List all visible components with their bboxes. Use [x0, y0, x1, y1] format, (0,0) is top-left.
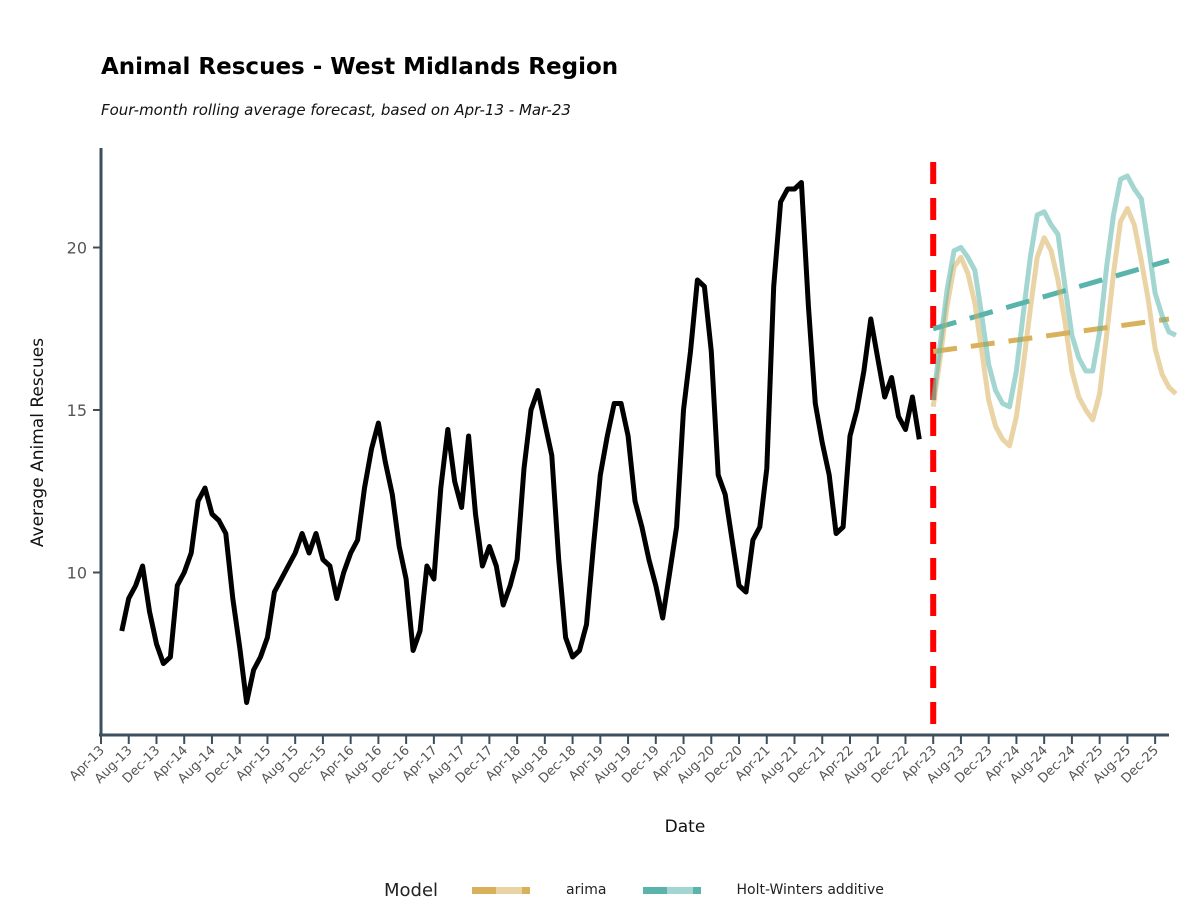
- legend-title: Model: [384, 879, 439, 901]
- series-arima-seasonal-line: [930, 206, 1178, 449]
- legend-key-arima-dash-1: [472, 886, 497, 894]
- y-tick-label-20: 20: [67, 239, 87, 258]
- legend-entry-holt-winters: Holt-Winters additive: [642, 882, 884, 898]
- legend-entry-arima: arima: [472, 882, 607, 898]
- plot-area: 101520Apr-13Aug-13Dec-13Apr-14Aug-14Dec-…: [28, 148, 1178, 837]
- legend-label-holt-winters: Holt-Winters additive: [736, 882, 884, 898]
- legend-key-arima-band: [472, 886, 531, 894]
- x-axis-title: Date: [665, 817, 706, 837]
- legend-key-holt-winters-band: [642, 886, 701, 894]
- legend-key-arima-dash-2: [522, 886, 531, 894]
- legend-key-arima: [472, 886, 531, 894]
- chart-subtitle: Four-month rolling average forecast, bas…: [101, 101, 571, 119]
- legend-key-holt-winters: [642, 886, 701, 894]
- legend-label-arima: arima: [566, 882, 607, 898]
- chart-title: Animal Rescues - West Midlands Region: [101, 54, 619, 80]
- y-tick-label-10: 10: [67, 564, 87, 583]
- legend: Model arima Holt-Winters additive: [384, 876, 920, 904]
- legend-key-holt-winters-dash-1: [642, 886, 667, 894]
- y-axis-title: Average Animal Rescues: [28, 338, 48, 547]
- y-tick-label-15: 15: [67, 401, 87, 420]
- series-holt-winters-additive-seasonal-line: [930, 173, 1177, 410]
- series-holt-winters-additive-dashed-line: [932, 258, 1170, 332]
- series-arima-dashed-line: [932, 316, 1170, 354]
- series-actual-solid-line: [119, 180, 922, 705]
- legend-key-holt-winters-dash-2: [692, 886, 701, 894]
